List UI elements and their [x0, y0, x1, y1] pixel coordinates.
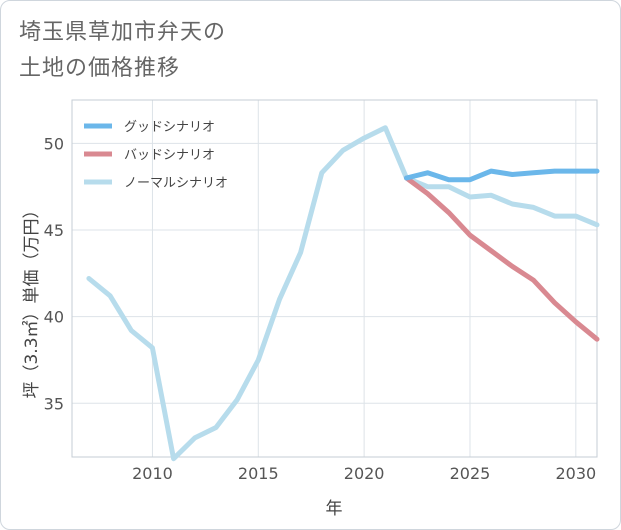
- series-line-normal: [86, 125, 600, 462]
- x-tick-label: 2025: [450, 464, 491, 483]
- series-line-good: [404, 168, 600, 183]
- legend-label-good: グッドシナリオ: [124, 120, 215, 135]
- y-tick-label: 45: [44, 221, 64, 240]
- y-tick-label: 50: [44, 134, 64, 153]
- x-tick-label: 2020: [344, 464, 385, 483]
- x-axis-title: 年: [326, 499, 343, 519]
- legend-label-normal: ノーマルシナリオ: [124, 176, 228, 191]
- title-line-1: 埼玉県草加市弁天の: [19, 20, 227, 45]
- x-axis-ticks: 2010 2015 2020 2025 2030: [132, 464, 596, 483]
- legend-label-bad: バッドシナリオ: [124, 148, 215, 163]
- y-tick-label: 35: [44, 394, 64, 413]
- y-tick-label: 40: [44, 308, 64, 327]
- chart-title: 埼玉県草加市弁天の 土地の価格推移: [19, 15, 226, 87]
- title-line-2: 土地の価格推移: [19, 56, 181, 81]
- plot-frame: [71, 99, 598, 458]
- x-tick-label: 2015: [238, 464, 279, 483]
- x-tick-label: 2030: [555, 464, 596, 483]
- grid-lines: [72, 100, 597, 457]
- series-line-bad: [404, 175, 600, 342]
- y-axis-title: 坪（3.3㎡）単価（万円）: [22, 201, 42, 398]
- series-layer: [86, 125, 600, 462]
- y-axis-ticks: 35 40 45 50: [44, 134, 64, 413]
- x-tick-label: 2010: [132, 464, 173, 483]
